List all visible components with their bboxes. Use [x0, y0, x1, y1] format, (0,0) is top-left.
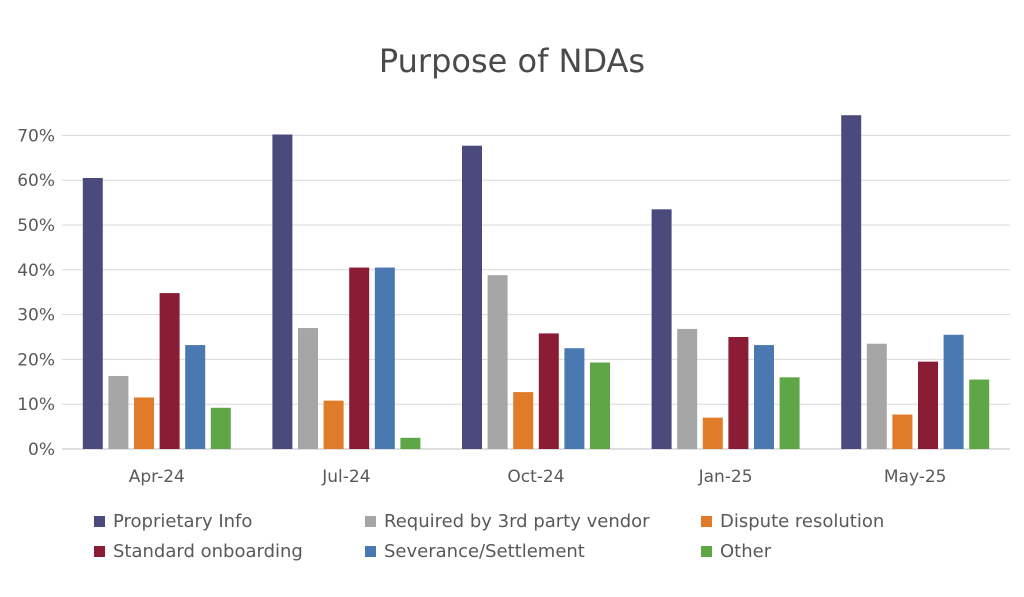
x-tick-label: May-25 — [884, 467, 947, 487]
x-tick-label: Jul-24 — [321, 467, 370, 487]
legend-swatch — [701, 515, 712, 527]
legend: Proprietary Info Required by 3rd party ve… — [0, 508, 1024, 578]
bar-standard-onboarding-jul-24 — [349, 267, 370, 449]
y-tick-label: 50% — [17, 216, 55, 236]
legend-item: Required by 3rd party vendor — [365, 508, 650, 534]
bar-other-jan-25 — [779, 377, 800, 449]
y-tick-label: 30% — [17, 306, 55, 326]
x-tick-label: Jan-25 — [698, 467, 753, 487]
legend-label: Dispute resolution — [720, 510, 885, 532]
bar-dispute-resolution-apr-24 — [134, 397, 154, 449]
bar-required-by-3rd-party-vendor-jan-25 — [677, 328, 698, 449]
bar-proprietary-info-jul-24 — [272, 134, 293, 449]
bar-severance-settlement-jul-24 — [374, 267, 395, 449]
legend-label: Other — [720, 540, 772, 562]
legend-swatch — [365, 545, 376, 557]
bar-proprietary-info-oct-24 — [462, 145, 482, 450]
bar-severance-settlement-may-25 — [943, 334, 964, 449]
bar-severance-settlement-jan-25 — [754, 345, 774, 449]
y-tick-label: 70% — [17, 126, 55, 146]
bar-dispute-resolution-jan-25 — [702, 417, 723, 449]
bar-proprietary-info-jan-25 — [651, 209, 672, 449]
legend-label: Standard onboarding — [113, 540, 303, 562]
bar-other-jul-24 — [400, 437, 421, 449]
legend-label: Required by 3rd party vendor — [384, 510, 650, 532]
bar-other-may-25 — [969, 379, 990, 449]
x-tick-label: Oct-24 — [507, 467, 564, 487]
legend-swatch — [94, 515, 105, 527]
legend-swatch — [701, 545, 712, 557]
legend-item: Severance/Settlement — [365, 538, 585, 564]
bar-required-by-3rd-party-vendor-may-25 — [866, 343, 887, 449]
legend-swatch — [365, 515, 376, 527]
bar-chart: 0% 10% 20% 30% 40% 50% 60% 70% Apr-24 Jul-24 Oct-2… — [17, 115, 1010, 487]
bars — [82, 115, 990, 450]
bar-severance-settlement-oct-24 — [564, 348, 585, 449]
bar-standard-onboarding-apr-24 — [159, 293, 180, 449]
y-tick-label: 20% — [17, 350, 55, 370]
y-tick-label: 60% — [17, 171, 55, 191]
bar-standard-onboarding-oct-24 — [538, 333, 559, 449]
bar-dispute-resolution-oct-24 — [513, 392, 534, 449]
bar-proprietary-info-apr-24 — [82, 177, 103, 449]
bar-dispute-resolution-may-25 — [892, 414, 913, 449]
bar-proprietary-info-may-25 — [841, 115, 862, 450]
legend-item: Other — [701, 538, 771, 564]
bar-severance-settlement-apr-24 — [185, 345, 206, 449]
axes: 0% 10% 20% 30% 40% 50% 60% 70% Apr-24 Jul-24 Oct-2… — [17, 126, 946, 487]
y-tick-label: 0% — [28, 440, 55, 460]
bar-standard-onboarding-jan-25 — [728, 337, 749, 449]
bar-required-by-3rd-party-vendor-apr-24 — [108, 375, 129, 449]
legend-item: Dispute resolution — [701, 508, 884, 534]
legend-swatch — [94, 545, 105, 557]
bar-other-oct-24 — [590, 362, 610, 449]
legend-label: Severance/Settlement — [384, 540, 585, 562]
bar-dispute-resolution-jul-24 — [323, 400, 344, 449]
x-tick-label: Apr-24 — [129, 467, 185, 487]
bar-other-apr-24 — [210, 407, 231, 449]
y-tick-label: 10% — [17, 395, 55, 415]
bar-required-by-3rd-party-vendor-jul-24 — [298, 328, 318, 449]
bar-required-by-3rd-party-vendor-oct-24 — [487, 275, 508, 449]
y-tick-label: 40% — [17, 261, 55, 281]
chart-title: Purpose of NDAs — [378, 42, 646, 80]
legend-label: Proprietary Info — [113, 510, 253, 532]
legend-item: Standard onboarding — [94, 538, 303, 564]
bar-standard-onboarding-may-25 — [918, 361, 938, 449]
legend-item: Proprietary Info — [94, 508, 252, 534]
